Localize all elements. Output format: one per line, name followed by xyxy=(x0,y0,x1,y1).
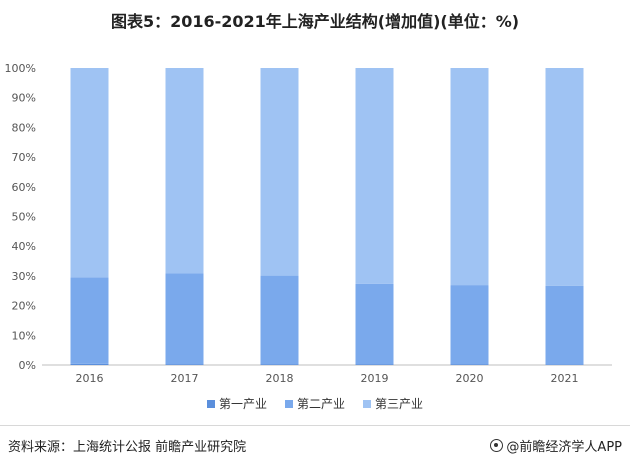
bars xyxy=(70,68,584,365)
bar-segment xyxy=(355,68,394,284)
legend-swatch xyxy=(284,399,293,408)
bar-segment xyxy=(545,364,584,365)
legend-label: 第三产业 xyxy=(375,397,424,411)
brand-credit: @前瞻经济学人APP xyxy=(490,436,622,455)
y-tick-label: 10% xyxy=(12,329,36,342)
bar-segment xyxy=(355,283,394,365)
legend-item: 第二产业 xyxy=(284,395,345,412)
y-tick-label: 50% xyxy=(12,211,36,224)
x-tick-label: 2021 xyxy=(551,372,579,385)
legend-label: 第一产业 xyxy=(218,397,267,411)
y-tick-label: 40% xyxy=(12,240,36,253)
y-tick-label: 70% xyxy=(12,151,36,164)
bar-chart: 0%10%20%30%40%50%60%70%80%90%100% 2016 20… xyxy=(5,62,612,385)
bar-segment xyxy=(450,68,489,286)
source-text: 资料来源：上海统计公报 前瞻产业研究院 xyxy=(8,440,247,455)
y-tick-label: 20% xyxy=(12,300,36,313)
x-tick-label: 2020 xyxy=(456,372,484,385)
bar-segment xyxy=(355,364,394,365)
bar-segment xyxy=(165,68,204,274)
y-tick-label: 60% xyxy=(12,181,36,194)
x-tick-label: 2016 xyxy=(76,372,104,385)
chart-title: 图表5：2016-2021年上海产业结构(增加值)(单位：%) xyxy=(110,12,520,31)
brand-text: @前瞻经济学人APP xyxy=(506,440,622,455)
bar-segment xyxy=(260,364,299,365)
x-axis: 2016 2017 2018 2019 2020 2021 xyxy=(42,364,612,385)
bar-segment xyxy=(165,273,204,365)
y-tick-label: 0% xyxy=(19,359,36,372)
legend-label: 第二产业 xyxy=(296,397,345,411)
y-tick-label: 90% xyxy=(12,92,36,105)
legend-item: 第一产业 xyxy=(206,395,267,412)
bar-segment xyxy=(545,285,584,365)
bar-segment xyxy=(260,68,299,276)
legend-item: 第三产业 xyxy=(363,395,423,412)
y-tick-label: 80% xyxy=(12,121,36,134)
x-tick-label: 2019 xyxy=(361,372,389,385)
chart-legend: 第一产业 第二产业 第三产业 xyxy=(0,395,630,412)
legend-swatch xyxy=(363,399,371,408)
y-axis: 0% 10% 20% 30% 40% 50% 60% 70% 80% 90% 100% xyxy=(5,62,36,372)
x-tick-label: 2018 xyxy=(266,372,294,385)
legend-swatch xyxy=(206,399,215,408)
footer: 资料来源：上海统计公报 前瞻产业研究院 @前瞻经济学人APP xyxy=(0,425,630,464)
bar-segment xyxy=(70,363,109,365)
bar-segment xyxy=(70,68,109,278)
bar-segment xyxy=(260,275,299,365)
y-tick-label: 100% xyxy=(5,62,36,75)
y-tick-label: 30% xyxy=(12,270,36,283)
bar-segment xyxy=(70,277,109,364)
bar-segment xyxy=(165,364,204,365)
bar-segment xyxy=(450,364,489,365)
brand-logo-icon xyxy=(490,439,504,452)
x-tick-label: 2017 xyxy=(171,372,199,385)
bar-segment xyxy=(545,68,584,286)
bar-segment xyxy=(450,285,489,365)
